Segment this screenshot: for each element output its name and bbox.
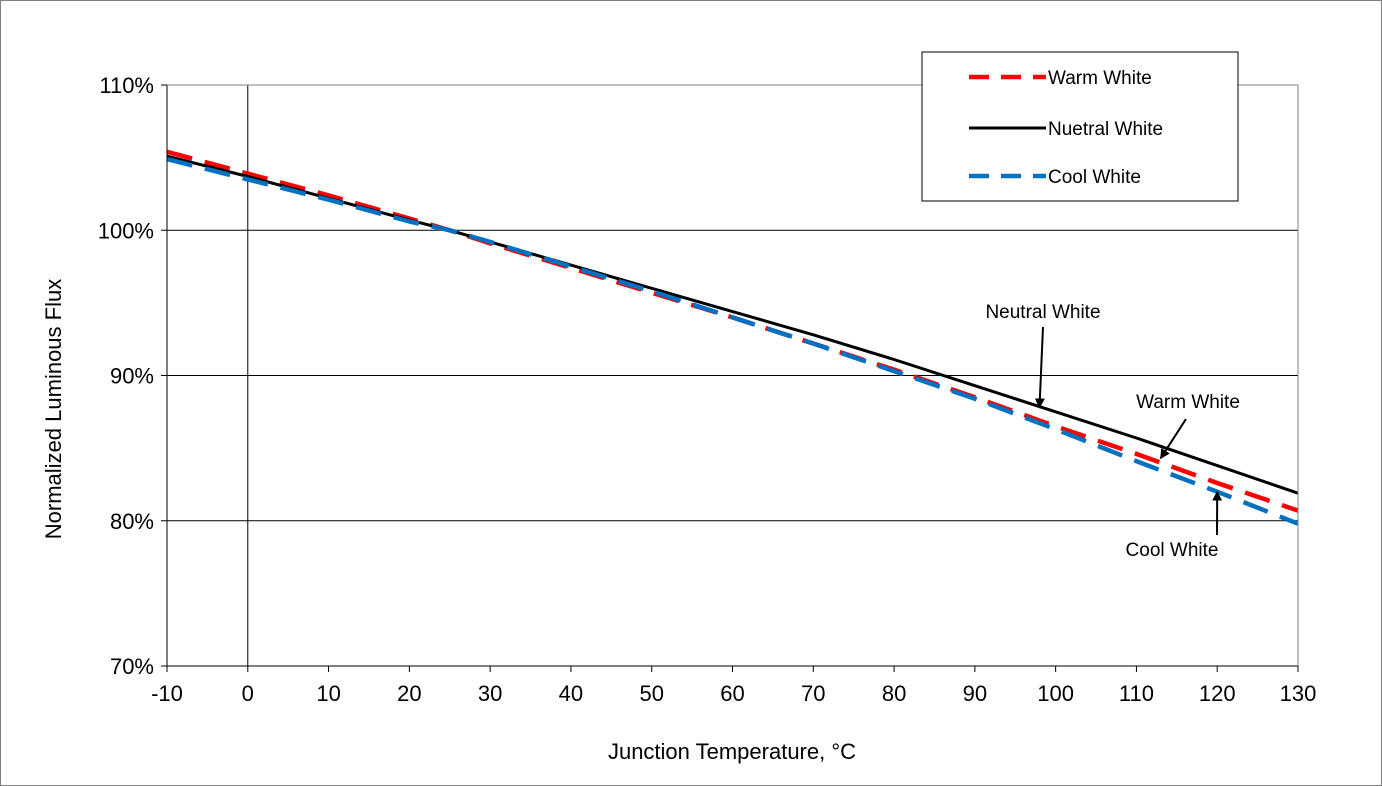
annotation-arrow [1159, 418, 1187, 460]
legend: Warm White Nuetral White Cool White [921, 51, 1239, 202]
x-tick-label: 80 [882, 681, 906, 706]
y-tick-label: 110% [99, 73, 154, 98]
series-line-cool-white [166, 156, 1299, 526]
annotation-label: Cool White [1126, 540, 1219, 561]
y-axis-title: Normalized Luminous Flux [41, 279, 66, 539]
x-tick-label: 110 [1119, 681, 1154, 706]
x-tick-label: 20 [397, 681, 421, 706]
annotation-label: Neutral White [985, 302, 1100, 323]
x-tick-label: 130 [1280, 681, 1317, 706]
x-tick-label: 40 [559, 681, 583, 706]
y-tick-label: 90% [110, 364, 154, 389]
x-tick-label: 10 [316, 681, 340, 706]
y-tick-label: 70% [110, 654, 154, 679]
series-line-warm-white [166, 149, 1299, 513]
x-axis-title: Junction Temperature, °C [608, 739, 856, 764]
annotation-arrow [1034, 326, 1045, 409]
legend-label: Nuetral White [1048, 119, 1163, 140]
x-tick-label: 90 [963, 681, 987, 706]
y-tick-label: 100% [98, 218, 154, 243]
x-tick-label: 120 [1199, 681, 1236, 706]
y-tick-label: 80% [110, 509, 154, 534]
legend-label: Cool White [1048, 167, 1141, 188]
x-tick-label: 100 [1037, 681, 1074, 706]
x-tick-label: 0 [242, 681, 254, 706]
x-tick-label: 70 [801, 681, 825, 706]
x-tick-label: 50 [639, 681, 663, 706]
annotation-label: Warm White [1136, 392, 1240, 413]
x-tick-label: 60 [720, 681, 744, 706]
x-tick-label: 30 [478, 681, 502, 706]
legend-label: Warm White [1048, 68, 1152, 89]
x-tick-label: -10 [151, 681, 183, 706]
